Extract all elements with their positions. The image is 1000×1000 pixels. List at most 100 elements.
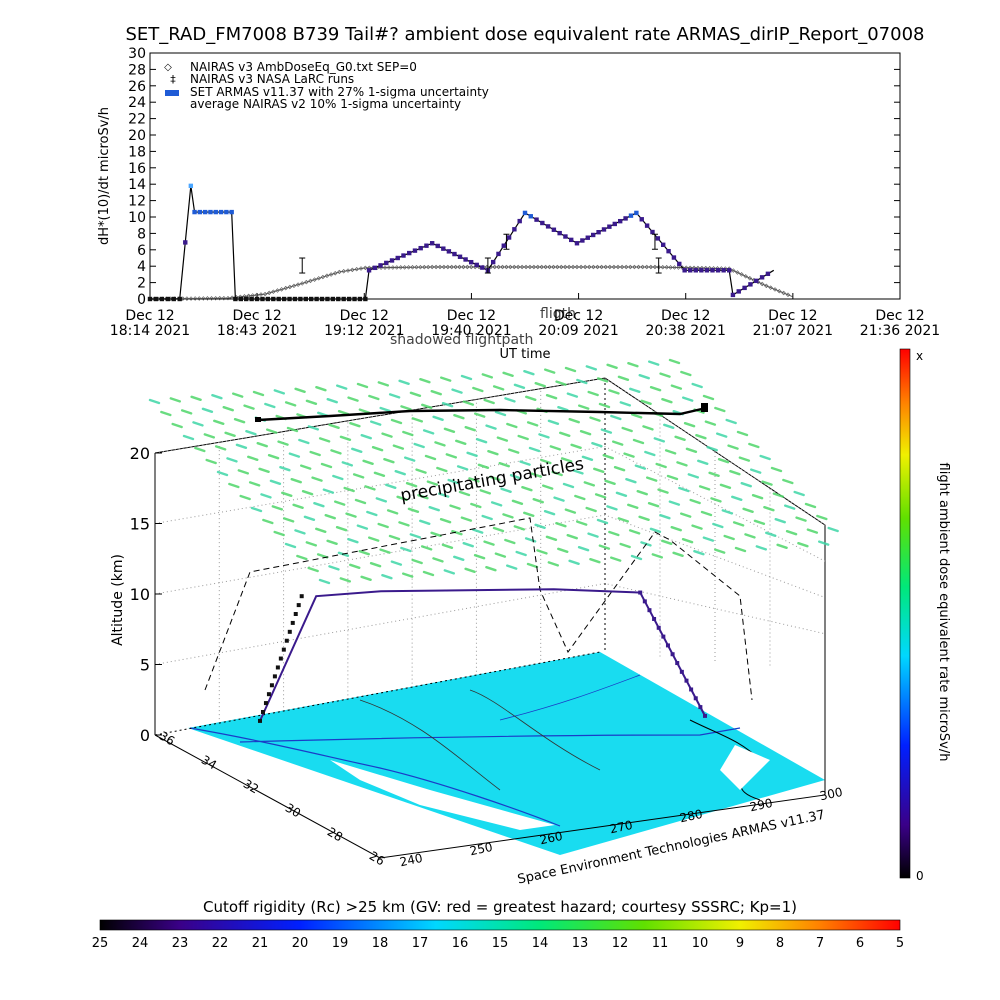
particle-mark bbox=[426, 480, 439, 486]
particle-mark bbox=[672, 551, 684, 557]
flight-descent-marker bbox=[670, 652, 675, 657]
armas-point bbox=[147, 296, 153, 302]
particle-mark bbox=[702, 394, 715, 401]
particle-mark bbox=[390, 560, 403, 566]
particle-mark bbox=[385, 483, 397, 489]
armas-point bbox=[395, 255, 400, 261]
particle-mark bbox=[266, 428, 278, 434]
armas-point bbox=[153, 296, 159, 302]
particle-mark bbox=[523, 370, 535, 376]
particle-mark bbox=[606, 363, 618, 369]
particle-mark bbox=[362, 459, 374, 465]
bottom-colorbar-tick-label: 21 bbox=[252, 936, 269, 951]
particle-mark bbox=[400, 546, 412, 553]
particle-mark bbox=[627, 362, 639, 368]
particle-mark bbox=[774, 518, 786, 524]
particle-mark bbox=[411, 558, 423, 565]
armas-point bbox=[650, 229, 655, 235]
particle-mark bbox=[547, 419, 560, 425]
nairas-point bbox=[209, 296, 214, 301]
particle-mark bbox=[180, 409, 193, 415]
particle-mark bbox=[543, 510, 556, 516]
particle-mark bbox=[632, 438, 645, 445]
particle-mark bbox=[201, 407, 214, 413]
particle-mark bbox=[267, 454, 280, 460]
armas-point bbox=[446, 249, 452, 254]
nairas-point bbox=[341, 269, 346, 274]
particle-mark bbox=[634, 464, 647, 470]
armas-point bbox=[512, 227, 517, 232]
particle-mark bbox=[339, 435, 352, 441]
flight-descent-marker bbox=[675, 661, 680, 666]
particle-mark bbox=[271, 505, 283, 511]
armas-point bbox=[357, 296, 363, 302]
latitude-tick-label: 26 bbox=[367, 849, 387, 869]
longitude-tick-label: 290 bbox=[749, 796, 774, 814]
longitude-tick-label: 250 bbox=[469, 840, 494, 858]
nairas-point bbox=[295, 282, 301, 287]
particle-mark bbox=[455, 439, 467, 445]
particle-mark bbox=[424, 454, 437, 461]
armas-point bbox=[590, 232, 596, 238]
particle-mark bbox=[451, 530, 463, 536]
particle-mark bbox=[496, 436, 509, 442]
particle-mark bbox=[226, 457, 238, 463]
particle-mark bbox=[224, 431, 236, 437]
top-x-tick-label-line2: 18:43 2021 bbox=[217, 323, 297, 339]
armas-point bbox=[580, 238, 585, 243]
legend-text-nairas: NAIRAS v3 AmbDoseEq_G0.txt SEP=0 bbox=[190, 60, 417, 74]
particle-mark bbox=[494, 552, 507, 558]
nairas-point bbox=[225, 295, 231, 301]
particle-mark bbox=[562, 482, 575, 489]
altitude-tick-label: 15 bbox=[130, 515, 150, 534]
armas-point bbox=[366, 268, 372, 273]
particle-mark bbox=[742, 507, 754, 513]
particle-mark bbox=[379, 406, 391, 413]
particle-mark bbox=[468, 477, 480, 483]
particle-mark bbox=[281, 491, 293, 497]
nairas-point bbox=[772, 287, 778, 292]
particle-mark bbox=[714, 548, 726, 554]
particle-mark bbox=[192, 421, 204, 427]
armas-point bbox=[754, 278, 759, 284]
particle-mark bbox=[388, 534, 401, 541]
particle-mark bbox=[375, 497, 387, 503]
nairas-point bbox=[254, 292, 260, 298]
particle-mark bbox=[617, 375, 630, 381]
particle-mark bbox=[313, 502, 325, 508]
nairas-point bbox=[275, 288, 280, 293]
particle-mark bbox=[474, 412, 486, 418]
particle-mark bbox=[430, 390, 442, 396]
particle-mark bbox=[577, 546, 590, 552]
particle-mark bbox=[528, 446, 541, 453]
armas-point bbox=[557, 230, 562, 236]
particle-mark bbox=[721, 509, 733, 515]
armas-point bbox=[655, 236, 661, 241]
armas-point bbox=[238, 296, 244, 302]
particle-mark bbox=[659, 372, 671, 378]
armas-point bbox=[429, 241, 435, 246]
particle-mark bbox=[748, 442, 760, 449]
particle-mark bbox=[320, 462, 333, 469]
particle-mark bbox=[490, 501, 503, 507]
particle-mark bbox=[405, 482, 418, 488]
armas-point bbox=[742, 285, 747, 291]
particle-mark bbox=[349, 563, 361, 569]
armas-point bbox=[585, 235, 590, 240]
nairas-point bbox=[628, 264, 633, 270]
armas-point bbox=[612, 221, 617, 227]
nairas-point bbox=[201, 296, 206, 301]
particle-mark bbox=[315, 386, 327, 392]
nairas-point bbox=[578, 264, 584, 270]
flight-climb-marker bbox=[281, 647, 286, 652]
nairas-point bbox=[759, 281, 765, 287]
particle-mark bbox=[182, 434, 195, 441]
particle-mark bbox=[525, 395, 537, 401]
particle-mark bbox=[506, 564, 518, 570]
particle-mark bbox=[602, 454, 614, 460]
armas-point bbox=[407, 250, 412, 256]
nairas-point bbox=[337, 269, 342, 275]
particle-mark bbox=[194, 446, 206, 453]
top-x-tick-label-line1: Dec 12 bbox=[125, 308, 174, 324]
armas-point bbox=[346, 296, 352, 302]
